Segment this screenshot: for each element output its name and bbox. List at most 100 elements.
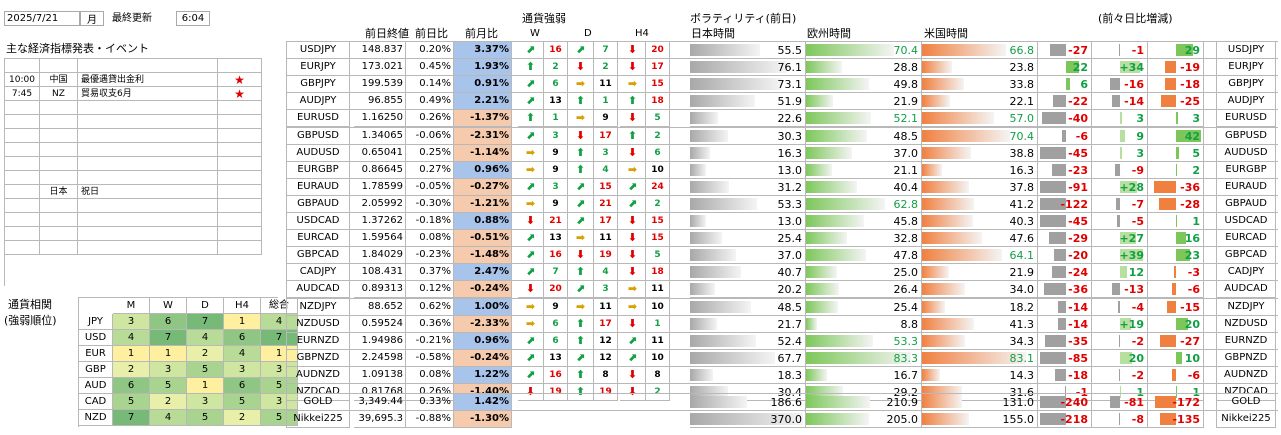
event-star [218, 171, 262, 185]
corr-ccy: EUR [79, 346, 113, 362]
day-change-header: 前日比 [415, 27, 448, 40]
strength-arrow: ➡ [518, 195, 544, 213]
vol-tokyo-cell: 30.3 [690, 127, 806, 145]
day-change: 0.08% [406, 230, 454, 248]
event-star [218, 227, 262, 241]
diff-value: -27 [1068, 44, 1088, 57]
strength-rank: 13 [544, 93, 568, 111]
day-change: -0.06% [406, 127, 454, 145]
diff-cell: -2 [1092, 366, 1148, 384]
strength-arrow: ⬆ [568, 332, 594, 350]
strength-arrow: ⬈ [518, 366, 544, 384]
vol-tokyo-bar [690, 413, 803, 425]
day-change: -0.88% [406, 411, 454, 429]
event-star [218, 213, 262, 227]
diff-bar [1176, 232, 1186, 245]
pair-symbol-right: USDCAD [1216, 213, 1276, 231]
month-change: 1.00% [454, 298, 512, 316]
vol-tokyo-value: 370.0 [770, 413, 803, 426]
vol-us-cell: 66.8 [922, 42, 1038, 60]
strength-rank: 6 [544, 76, 568, 94]
strength-arrow: ➡ [518, 161, 544, 179]
prev-close: 1.37262 [354, 213, 406, 231]
vol-europe-value: 29.2 [893, 386, 919, 399]
diff-cell: -16 [1092, 76, 1148, 94]
strength-arrow: ⬈ [568, 281, 594, 299]
day-change: 0.25% [406, 144, 454, 162]
vol-us-bar [922, 386, 962, 398]
diff-cell: -25 [1148, 93, 1204, 111]
tokyo-header: 日本時間 [691, 27, 735, 40]
strength-arrow: ⬆ [568, 161, 594, 179]
pair-symbol: CADJPY [286, 264, 350, 282]
vol-europe-bar [806, 413, 869, 425]
corr-rank: 3 [113, 314, 150, 330]
events-header-cell [40, 59, 78, 73]
event-country [40, 143, 78, 157]
strength-arrow: ⬇ [620, 247, 646, 265]
prev-close: 108.431 [354, 264, 406, 282]
diff-cell: -13 [1092, 281, 1148, 299]
strength-rank: 20 [646, 42, 670, 60]
diff-value: 20 [1184, 317, 1200, 331]
vol-europe-bar [806, 351, 911, 364]
vol-us-value: 34.3 [1009, 334, 1035, 348]
pair-symbol-right: AUDUSD [1216, 144, 1276, 162]
vol-europe-value: 25.4 [893, 300, 919, 314]
prev-close: 0.89313 [354, 281, 406, 299]
diff-value: -36 [1068, 283, 1088, 297]
strength-rank: 11 [594, 76, 618, 94]
event-country [40, 227, 78, 241]
strength-arrow: ⬆ [620, 127, 646, 145]
month-change: -0.27% [454, 178, 512, 196]
diff-value: -25 [1180, 95, 1200, 109]
vol-tokyo-bar [690, 95, 756, 108]
vol-tokyo-cell: 67.7 [690, 349, 806, 367]
vol-us-cell: 64.1 [922, 247, 1038, 265]
diff-value: -45 [1068, 215, 1088, 228]
strength-arrow: ⬆ [568, 93, 594, 111]
strength-rank: 3 [594, 144, 618, 162]
corr-header: 総合 [261, 298, 298, 314]
vol-tokyo-bar [690, 317, 718, 330]
diff-bar [1040, 396, 1066, 408]
h4-header: H4 [635, 28, 649, 39]
update-time: 6:04 [181, 13, 205, 24]
pair-row: EURAUD 1.78599 -0.05% -0.27% ⬈ 3 ⬈ 15 ⬈ 24 31.2 40.… [286, 177, 1278, 196]
vol-europe-cell: 32.8 [806, 230, 922, 248]
strength-rank: 15 [594, 178, 618, 196]
pair-row: AUDCAD 0.89313 0.12% -0.24% ⬇ 20 ⬈ 3 ➡ 11 20.2 26.4… [286, 280, 1278, 299]
vol-tokyo-cell: 25.4 [690, 230, 806, 248]
pair-symbol-right: GBPCAD [1216, 247, 1276, 265]
diff-bar [1176, 317, 1188, 330]
vol-tokyo-cell: 20.2 [690, 281, 806, 299]
strength-arrow: ➡ [518, 144, 544, 162]
pair-row: GBPAUD 2.05992 -0.30% -1.21% ➡ 9 ⬈ 21 ⬈ 2 53.3 62.8… [286, 194, 1278, 213]
diff-value: 9 [1136, 129, 1144, 143]
diff-value: -218 [1060, 413, 1088, 426]
diff-bar [1040, 180, 1066, 193]
diff-value: -19 [1180, 61, 1200, 75]
vol-us-bar [922, 197, 974, 210]
diff-value: -8 [1131, 413, 1144, 426]
diff-bar [1155, 396, 1176, 408]
diff-bar [1040, 215, 1066, 227]
vol-tokyo-bar [690, 300, 751, 313]
strength-rank: 21 [594, 195, 618, 213]
diff-value: -40 [1068, 112, 1088, 126]
vol-europe-value: 53.3 [893, 334, 919, 348]
event-country [40, 171, 78, 185]
vol-us-bar [922, 300, 945, 313]
vol-tokyo-value: 31.2 [777, 180, 803, 194]
month-change: 1.42% [454, 394, 512, 412]
pair-row: GBPUSD 1.34065 -0.06% -2.31% ⬈ 3 ⬇ 17 ⬆ 2 30.3 48.5… [286, 126, 1278, 145]
diff-value: 1 [1136, 386, 1144, 399]
strength-rank: 7 [594, 42, 618, 60]
diff-cell: -81 [1092, 394, 1148, 412]
month-change: 0.96% [454, 161, 512, 179]
month-change: -0.24% [454, 281, 512, 299]
pair-row: EURCAD 1.59564 0.08% -0.51% ⬈ 13 ➡ 11 ⬇ 15 25.4 32.… [286, 229, 1278, 248]
diff-value: -9 [1131, 163, 1144, 177]
diff-cell: 22 [1038, 59, 1092, 77]
diff-bar [1117, 300, 1120, 313]
